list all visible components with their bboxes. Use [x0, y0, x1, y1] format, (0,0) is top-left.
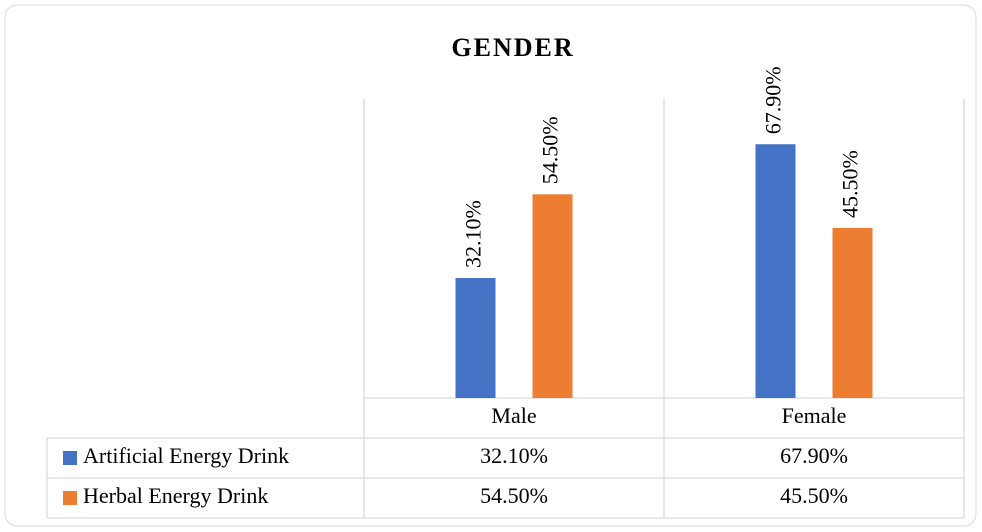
- data-label: 54.50%: [538, 116, 563, 184]
- table-cell: 45.50%: [780, 483, 848, 508]
- data-label: 32.10%: [461, 200, 486, 268]
- legend-label: Herbal Energy Drink: [83, 483, 268, 508]
- bar: [532, 194, 573, 398]
- x-tick-label: Male: [491, 403, 536, 428]
- table-cell: 54.50%: [480, 483, 548, 508]
- bar: [755, 144, 796, 398]
- chart-title: GENDER: [451, 33, 574, 62]
- chart-frame: [4, 4, 977, 527]
- x-tick-label: Female: [782, 403, 847, 428]
- table-cell: 67.90%: [780, 443, 848, 468]
- legend-swatch: [63, 491, 77, 505]
- legend-label: Artificial Energy Drink: [83, 443, 289, 468]
- bar: [455, 278, 496, 398]
- bar: [832, 227, 873, 398]
- table-cell: 32.10%: [480, 443, 548, 468]
- legend-swatch: [63, 451, 77, 465]
- data-label: 67.90%: [761, 66, 786, 134]
- data-label: 45.50%: [838, 150, 863, 218]
